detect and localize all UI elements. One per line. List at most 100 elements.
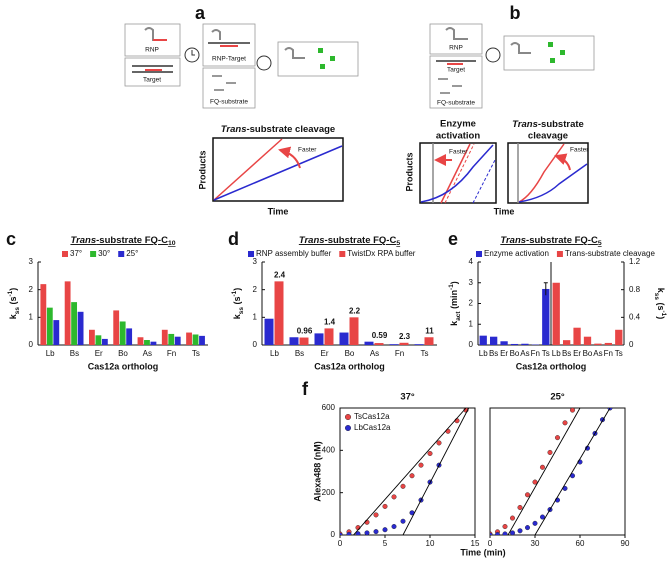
bar <box>274 281 284 345</box>
plot-title: cleavage <box>528 131 568 142</box>
y-tick-label: 3 <box>253 257 258 266</box>
bar <box>46 307 53 345</box>
bar <box>374 343 384 345</box>
point <box>427 451 433 457</box>
point <box>570 408 575 413</box>
x-tick-label: 10 <box>426 539 435 548</box>
bar <box>583 336 592 345</box>
point <box>391 494 397 500</box>
bar <box>339 332 349 345</box>
legend-swatch <box>476 251 482 257</box>
text-part: ) <box>232 288 242 291</box>
clock-hands <box>191 50 195 56</box>
y-tick-label: 2 <box>469 299 474 308</box>
x-axis-label: Cas12a ortholog <box>88 361 159 371</box>
annotation: 2.4 <box>274 270 286 279</box>
panel-label: c <box>6 229 16 249</box>
target-label: Target <box>447 67 465 74</box>
text-part: k <box>8 313 18 319</box>
text-part: k <box>656 288 666 294</box>
fit-line <box>402 408 470 535</box>
point <box>547 449 553 455</box>
chart-title: Trans-substrate FQ-C5 <box>299 235 401 248</box>
x-tick-label: Lb <box>46 349 55 358</box>
bar <box>113 310 120 345</box>
legend-swatch <box>248 251 254 257</box>
curve-fast-fit <box>444 143 475 204</box>
plot-title: activation <box>436 131 481 142</box>
legend-swatch <box>62 251 68 257</box>
point <box>495 532 500 535</box>
chart-title: 25° <box>550 392 565 403</box>
text-part: -1 <box>7 290 14 296</box>
annotation: 11 <box>425 326 434 335</box>
x-tick-label: Bs <box>295 349 304 358</box>
x-tick-label: Ts <box>192 349 200 358</box>
x-tick-label: Er <box>321 349 329 358</box>
text-part: -substrate FQ-C <box>325 235 397 246</box>
x-tick-label: 60 <box>576 539 585 548</box>
bar <box>95 335 102 345</box>
bar <box>399 342 409 345</box>
plot-xlabel: Time <box>494 206 515 216</box>
point <box>400 483 406 489</box>
target-label: Target <box>143 77 161 84</box>
rnp-label: RNP <box>145 47 159 54</box>
x-tick-label: Ts <box>421 349 429 358</box>
point <box>517 528 523 534</box>
panel-label: b <box>510 3 521 23</box>
plot-title: Trans-substrate cleavage <box>221 124 335 135</box>
x-tick-label: Ts <box>542 349 550 358</box>
text-part: ss <box>238 307 245 315</box>
bar <box>324 328 334 345</box>
panel-label: e <box>448 229 458 249</box>
bar <box>604 342 613 345</box>
stopwatch-icon <box>256 55 272 71</box>
point <box>525 492 531 498</box>
y-tick-label: 2 <box>29 285 34 294</box>
y-axis-label: kss (s-1) <box>7 288 21 320</box>
bar <box>389 344 399 345</box>
point <box>373 512 379 518</box>
point <box>502 531 508 535</box>
bar <box>89 329 95 345</box>
point <box>532 520 538 526</box>
y-tick-label: 0.4 <box>629 312 641 321</box>
y-axis-label: Alexa488 (nM) <box>312 441 322 502</box>
text-part: Trans <box>512 119 538 130</box>
x-tick-label: 5 <box>383 539 388 548</box>
plot-title: Trans-substrate <box>512 119 584 130</box>
annotation: 2.3 <box>399 332 411 341</box>
point <box>364 519 370 525</box>
bar <box>64 281 71 345</box>
bar <box>53 320 60 345</box>
text-part: -1 <box>231 290 238 296</box>
bar <box>562 340 571 345</box>
plot-area <box>490 408 613 535</box>
curve-fast <box>518 143 565 203</box>
point <box>436 440 442 446</box>
fluor <box>330 56 335 61</box>
fluor <box>548 42 553 47</box>
panel-b: b RNP Target FQ-substrate Enzyme activat… <box>404 3 595 216</box>
panel-label: a <box>195 3 206 23</box>
substrate-icon <box>438 78 462 94</box>
y-tick-label: 0 <box>469 340 474 349</box>
legend-label: LbCas12a <box>354 423 391 432</box>
bar <box>40 284 47 345</box>
panel-a: a RNP Target RNP-Target FQ-substrate Tra… <box>124 3 359 216</box>
bar <box>573 327 581 345</box>
bar <box>174 336 181 345</box>
bar <box>101 338 108 345</box>
point <box>454 418 460 424</box>
annotation: 2.2 <box>349 306 361 315</box>
x-tick-label: Fn <box>395 349 404 358</box>
x-tick-label: As <box>370 349 379 358</box>
bar <box>314 333 324 345</box>
y-tick-label: 4 <box>469 257 474 266</box>
point <box>373 529 379 535</box>
text-part: ) <box>8 288 18 291</box>
legend-label: Enzyme activation <box>484 249 549 258</box>
complex-icon <box>211 29 221 40</box>
